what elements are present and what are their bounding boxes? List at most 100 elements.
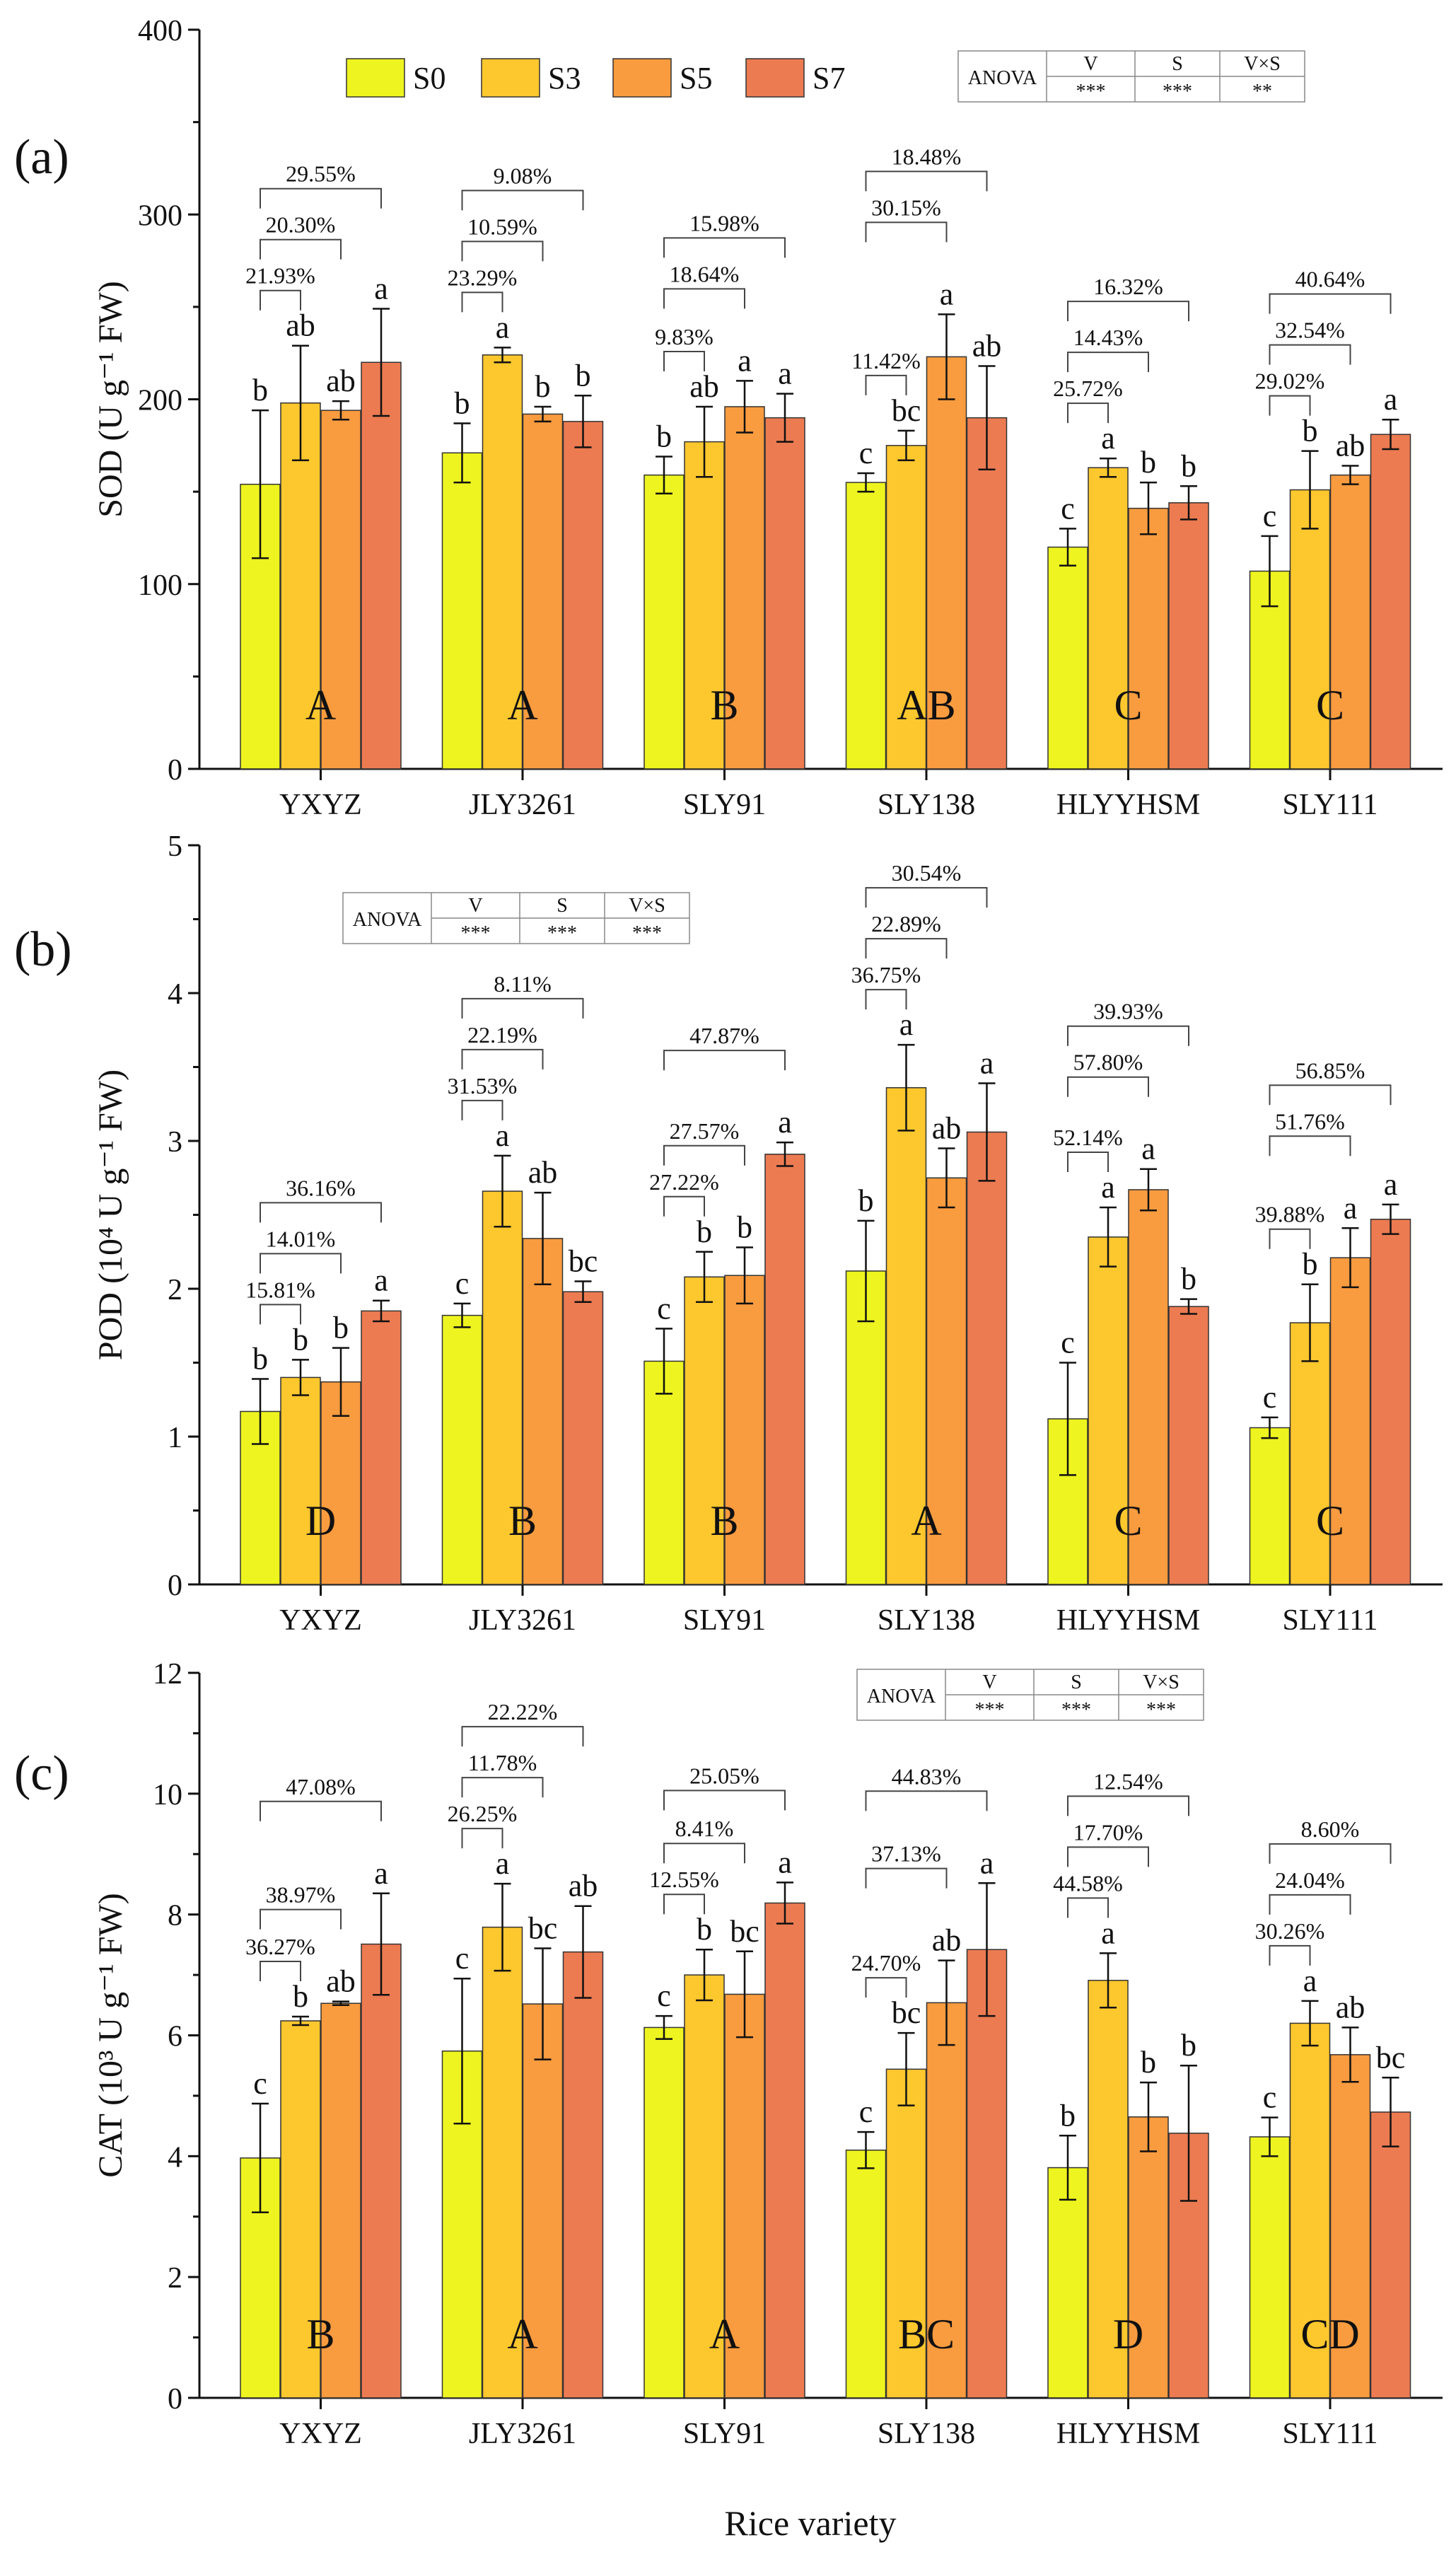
percent-label: 51.76% xyxy=(1275,1108,1345,1134)
percent-label: 10.59% xyxy=(467,214,537,239)
significance-letter: bc xyxy=(892,393,921,428)
bar-s0 xyxy=(441,1314,483,1585)
bar-s5 xyxy=(724,406,765,770)
bar-s0 xyxy=(845,482,887,770)
anova-header: V xyxy=(982,1671,996,1693)
comparison-bracket xyxy=(663,1790,786,1811)
y-tick-label: 4 xyxy=(168,978,182,1011)
x-tick-label: SLY111 xyxy=(1282,1604,1378,1637)
comparison-bracket xyxy=(663,288,745,309)
bar-s5 xyxy=(1128,2116,1169,2399)
comparison-bracket xyxy=(260,1304,301,1325)
bar-s7 xyxy=(1370,2111,1411,2399)
panel-a: (a)SOD (U g⁻¹ FW)0100200300400YXYZbababa… xyxy=(14,15,1443,821)
group-letter: A xyxy=(911,1497,941,1544)
percent-label: 24.70% xyxy=(851,1950,921,1976)
significance-letter: a xyxy=(1303,1964,1317,1998)
percent-label: 11.42% xyxy=(851,348,920,373)
significance-letter: bc xyxy=(569,1244,598,1279)
bar-s7 xyxy=(966,1131,1008,1585)
significance-letter: a xyxy=(1384,382,1398,417)
y-tick-label: 6 xyxy=(168,2021,182,2053)
percent-label: 39.88% xyxy=(1255,1202,1325,1227)
bar-s0 xyxy=(1047,2167,1088,2399)
anova-significance: *** xyxy=(1163,81,1192,103)
y-tick-label: 8 xyxy=(168,1900,182,1932)
percent-label: 36.75% xyxy=(851,962,921,987)
significance-letter: c xyxy=(657,1291,671,1326)
bar-s5 xyxy=(724,1993,765,2399)
significance-letter: a xyxy=(374,271,388,306)
bar-s3 xyxy=(885,1087,927,1585)
percent-label: 30.26% xyxy=(1255,1918,1325,1944)
bar-s5 xyxy=(926,2002,967,2399)
percent-label: 14.01% xyxy=(266,1226,336,1251)
comparison-bracket xyxy=(260,1253,342,1274)
comparison-bracket xyxy=(461,1828,503,1849)
significance-letter: ab xyxy=(326,364,356,398)
bar-s3 xyxy=(885,2068,927,2399)
anova-header: V×S xyxy=(1244,53,1281,75)
comparison-bracket xyxy=(1269,1228,1311,1249)
percent-label: 9.83% xyxy=(655,324,714,349)
bar-s3 xyxy=(482,1190,523,1585)
significance-letter: b xyxy=(1181,2028,1196,2063)
percent-label: 27.22% xyxy=(649,1169,719,1195)
bar-s7 xyxy=(966,417,1008,770)
bar-s5 xyxy=(1329,474,1371,770)
significance-letter: ab xyxy=(286,308,315,343)
y-tick-label: 0 xyxy=(168,754,182,787)
group-letter: AB xyxy=(897,682,955,729)
legend-label: S0 xyxy=(413,61,445,95)
legend-label: S5 xyxy=(680,61,712,95)
significance-letter: ab xyxy=(972,328,1002,363)
significance-letter: a xyxy=(496,1846,510,1881)
bar-s5 xyxy=(522,2003,564,2399)
y-tick-label: 5 xyxy=(168,830,182,863)
x-tick-label: YXYZ xyxy=(279,2418,362,2450)
percent-label: 12.54% xyxy=(1093,1768,1163,1794)
percent-label: 22.22% xyxy=(488,1699,558,1724)
y-tick-label: 300 xyxy=(138,199,182,232)
percent-label: 40.64% xyxy=(1295,267,1365,292)
anova-header: V×S xyxy=(629,895,665,917)
x-tick-label: JLY3261 xyxy=(469,2418,576,2450)
bar-s3 xyxy=(1088,467,1129,770)
legend-swatch-s0 xyxy=(346,58,405,98)
anova-header: V xyxy=(1083,53,1097,75)
bar-s3 xyxy=(684,1276,725,1585)
bar-s3 xyxy=(1088,1980,1129,2399)
anova-header: S xyxy=(557,895,568,917)
significance-letter: a xyxy=(899,1007,914,1042)
significance-letter: c xyxy=(1061,1326,1075,1360)
significance-letter: ab xyxy=(932,1923,962,1958)
significance-letter: b xyxy=(1141,2045,1156,2080)
legend: S0 S3 S5 S7 xyxy=(346,58,845,98)
anova-significance: ** xyxy=(1252,81,1272,103)
group-letter: A xyxy=(507,2311,537,2358)
panel-label: (c) xyxy=(14,1746,69,1801)
percent-label: 57.80% xyxy=(1073,1050,1143,1075)
bar-s7 xyxy=(1370,434,1411,770)
significance-letter: a xyxy=(940,277,954,311)
x-tick-label: YXYZ xyxy=(279,1604,362,1637)
bar-s3 xyxy=(684,441,725,770)
percent-label: 15.98% xyxy=(689,210,759,236)
comparison-bracket xyxy=(260,187,382,209)
significance-letter: bc xyxy=(1376,2040,1406,2075)
significance-letter: b xyxy=(1181,448,1196,483)
significance-letter: a xyxy=(1141,1132,1155,1166)
percent-label: 18.64% xyxy=(670,261,740,286)
percent-label: 8.60% xyxy=(1301,1816,1360,1842)
significance-letter: a xyxy=(980,1045,994,1080)
percent-label: 37.13% xyxy=(871,1841,941,1867)
x-tick-label: SLY91 xyxy=(683,1604,766,1637)
bar-s5 xyxy=(522,1238,564,1585)
comparison-bracket xyxy=(663,1195,705,1217)
